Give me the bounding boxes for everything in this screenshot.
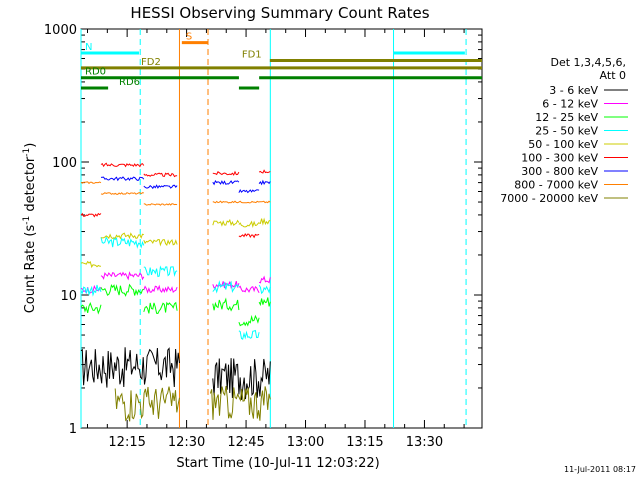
- legend-header: Det 1,3,4,5,6,: [550, 56, 626, 69]
- x-tick-label: 12:15: [108, 435, 145, 450]
- series-line-12-25-kev: [238, 314, 260, 327]
- series-line-6-12-kev: [143, 284, 178, 294]
- chart-title: HESSI Observing Summary Count Rates: [130, 4, 429, 22]
- series-line-12-25-kev: [100, 283, 144, 297]
- series-line-100-300-kev: [258, 169, 271, 174]
- status-label-s: S: [186, 32, 192, 43]
- series-line-50-100-kev: [143, 238, 178, 247]
- series-line-50-100-kev: [100, 232, 144, 240]
- series-line-6-12-kev: [238, 285, 260, 294]
- series-line-800-7000-kev: [80, 181, 102, 185]
- legend-entry-label: 7000 - 20000 keV: [500, 192, 598, 205]
- y-tick-label: 1000: [44, 23, 77, 38]
- y-tick-label: 100: [52, 156, 77, 171]
- series-line-25-50-kev: [80, 284, 102, 297]
- series-line-100-300-kev: [143, 172, 178, 178]
- series-line-6-12-kev: [212, 280, 240, 289]
- status-label-fd1: FD1: [242, 49, 262, 60]
- status-label-rd0: RD0: [85, 67, 106, 78]
- series-line-50-100-kev: [212, 218, 240, 227]
- footer-timestamp: 11-Jul-2011 08:17: [564, 465, 636, 474]
- legend-entry-label: 6 - 12 keV: [542, 98, 598, 111]
- y-axis-label: Count Rate (s-1 detector-1): [22, 143, 38, 314]
- y-axis-label-part3: ): [23, 143, 38, 148]
- series-line-300-800-kev: [258, 179, 271, 186]
- x-tick-label: 13:30: [406, 435, 443, 450]
- series-line-300-800-kev: [212, 180, 240, 186]
- series-line-800-7000-kev: [212, 200, 271, 204]
- series-line-100-300-kev: [212, 170, 240, 176]
- series-line-50-100-kev: [80, 260, 102, 269]
- y-tick-label: 1: [69, 422, 77, 437]
- status-label-n: N: [85, 42, 92, 53]
- series-line-300-800-kev: [143, 184, 178, 190]
- series-line-300-800-kev: [238, 188, 260, 194]
- plot-area: 1 10 100 1000 12:15 12:30 12:45 13:00 13:15 13:30…: [44, 23, 483, 450]
- x-tick-label: 12:45: [227, 435, 264, 450]
- status-label-rd6: RD6: [119, 77, 140, 88]
- x-axis-label: Start Time (10-Jul-11 12:03:22): [176, 456, 379, 471]
- legend-entry-label: 100 - 300 keV: [521, 152, 598, 165]
- y-axis-label-sup1: -1: [22, 216, 32, 225]
- x-tick-label: 13:00: [287, 435, 324, 450]
- legend-header: Att 0: [600, 69, 626, 82]
- series-line-25-50-kev: [238, 329, 260, 340]
- x-tick-label: 12:30: [168, 435, 205, 450]
- series-line-6-12-kev: [100, 271, 145, 281]
- y-axis-label-part2: detector: [23, 156, 38, 216]
- series-line-100-300-kev: [80, 212, 102, 218]
- legend-entry-label: 50 - 100 keV: [528, 138, 598, 151]
- series-line-25-50-kev: [143, 265, 178, 278]
- series-line-25-50-kev: [212, 280, 240, 294]
- series-line-100-300-kev: [238, 233, 260, 239]
- series-line-50-100-kev: [258, 217, 271, 226]
- series-line-100-300-kev: [100, 162, 145, 168]
- x-tick-label: 13:15: [346, 435, 383, 450]
- series-line-25-50-kev: [100, 236, 145, 249]
- series-line-6-12-kev: [258, 275, 271, 284]
- status-label-fd2: FD2: [141, 57, 161, 68]
- y-axis-label-sup2: -1: [22, 148, 32, 157]
- series-line-7000-20000-kev: [209, 386, 271, 421]
- series-line-800-7000-kev: [100, 192, 144, 195]
- y-axis-label-part1: Count Rate (s: [23, 225, 38, 314]
- series-line-12-25-kev: [143, 301, 178, 315]
- legend-entry-label: 800 - 7000 keV: [514, 179, 598, 192]
- series-line-3-6-kev: [212, 358, 271, 400]
- series-line-300-800-kev: [100, 176, 145, 182]
- legend-entry-label: 3 - 6 keV: [549, 84, 598, 97]
- y-tick-label: 10: [60, 289, 77, 304]
- series-line-50-100-kev: [238, 220, 260, 228]
- legend-entry-label: 12 - 25 keV: [535, 111, 598, 124]
- series-line-6-12-kev: [80, 284, 102, 295]
- series-line-7000-20000-kev: [114, 386, 180, 422]
- series-line-12-25-kev: [258, 297, 271, 307]
- series-line-12-25-kev: [212, 297, 240, 312]
- series-line-3-6-kev: [80, 347, 180, 388]
- series-line-12-25-kev: [80, 301, 102, 315]
- plot-frame: [80, 28, 483, 429]
- legend-entry-label: 25 - 50 keV: [535, 125, 598, 138]
- legend-entry-label: 300 - 800 keV: [521, 165, 598, 178]
- series-line-25-50-kev: [258, 284, 271, 295]
- series-line-800-7000-kev: [143, 203, 178, 206]
